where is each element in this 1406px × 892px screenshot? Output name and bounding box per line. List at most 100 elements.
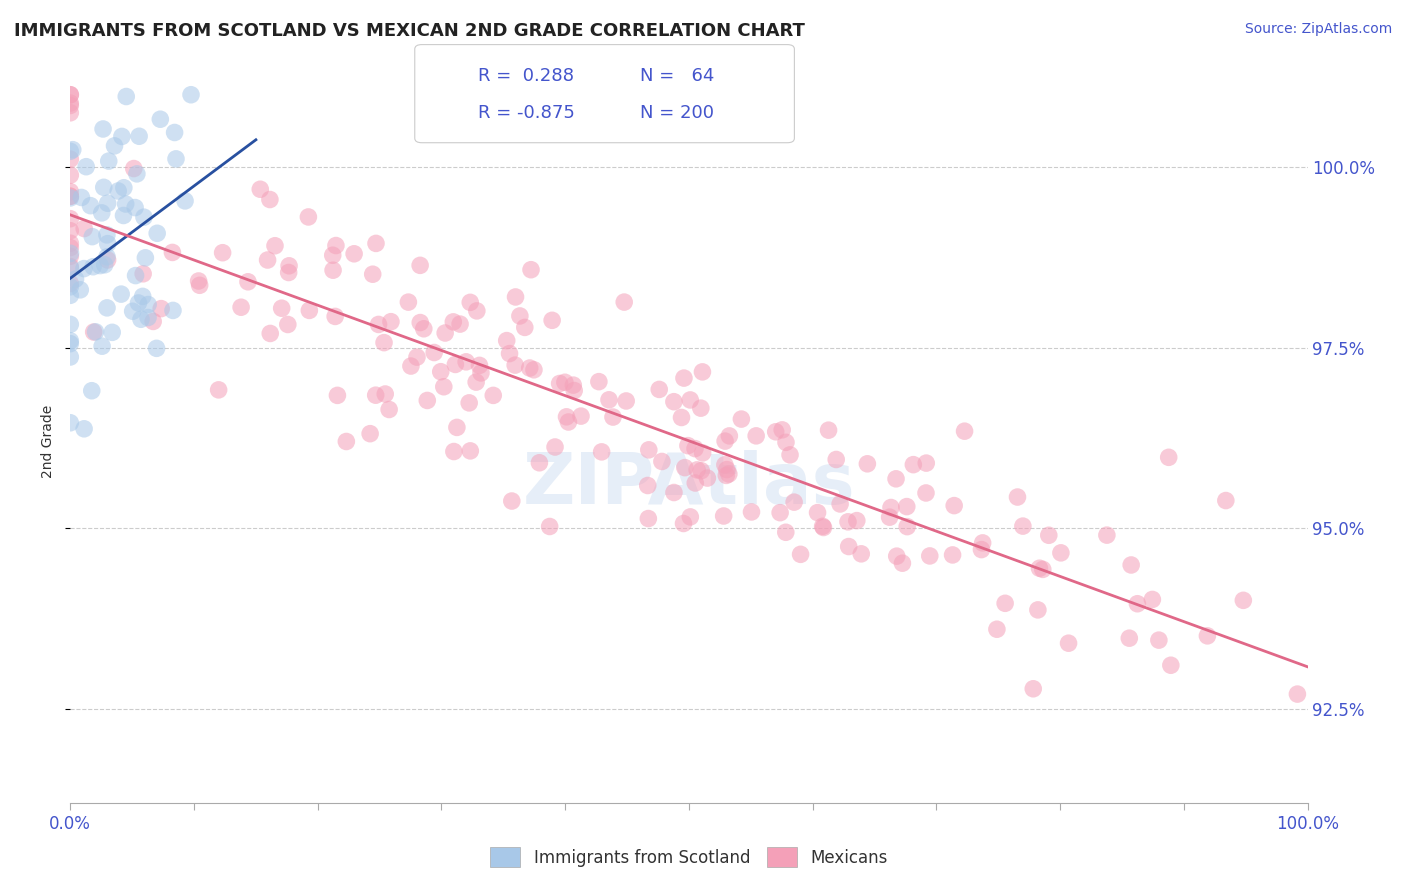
Point <box>953 424 976 438</box>
Point <box>59 241 82 255</box>
Point <box>409 316 432 330</box>
Point <box>745 429 768 443</box>
Point <box>434 326 457 340</box>
Point <box>101 326 124 340</box>
Point <box>994 596 1017 610</box>
Point <box>59 168 82 182</box>
Point <box>278 259 301 273</box>
Point <box>359 426 381 441</box>
Point <box>59 211 82 226</box>
Point <box>679 509 702 524</box>
Point <box>851 547 873 561</box>
Point <box>59 260 82 274</box>
Point <box>59 152 82 166</box>
Point <box>718 429 741 443</box>
Point <box>125 167 148 181</box>
Point <box>111 129 134 144</box>
Point <box>588 375 610 389</box>
Point <box>613 295 636 310</box>
Point <box>689 401 711 416</box>
Point <box>146 227 169 241</box>
Point <box>1126 597 1149 611</box>
Point <box>59 105 82 120</box>
Point <box>672 371 695 385</box>
Point <box>683 442 706 456</box>
Point <box>79 199 101 213</box>
Point <box>519 361 541 376</box>
Point <box>326 388 349 402</box>
Point <box>429 365 451 379</box>
Point <box>943 499 966 513</box>
Point <box>891 556 914 570</box>
Point <box>59 416 82 430</box>
Point <box>129 312 152 326</box>
Point <box>93 258 115 272</box>
Point <box>84 325 107 339</box>
Point <box>145 342 167 356</box>
Point <box>236 275 259 289</box>
Point <box>103 139 125 153</box>
Point <box>378 402 401 417</box>
Text: N =   64: N = 64 <box>640 67 714 85</box>
Point <box>59 189 82 203</box>
Point <box>1142 592 1164 607</box>
Point <box>423 345 446 359</box>
Point <box>364 236 387 251</box>
Point <box>207 383 229 397</box>
Point <box>59 224 82 238</box>
Point <box>1028 561 1050 575</box>
Point <box>96 227 118 242</box>
Point <box>1038 528 1060 542</box>
Point <box>256 252 278 267</box>
Point <box>121 304 143 318</box>
Point <box>458 443 481 458</box>
Point <box>503 358 526 372</box>
Point <box>1118 631 1140 645</box>
Point <box>1197 629 1219 643</box>
Point <box>673 460 696 475</box>
Point <box>830 497 852 511</box>
Text: Source: ZipAtlas.com: Source: ZipAtlas.com <box>1244 22 1392 37</box>
Point <box>837 515 859 529</box>
Point <box>97 252 120 267</box>
Point <box>322 263 344 277</box>
Point <box>93 180 115 194</box>
Point <box>692 446 714 460</box>
Point <box>918 549 941 563</box>
Point <box>896 519 918 533</box>
Point <box>465 375 488 389</box>
Point <box>1157 450 1180 465</box>
Point <box>825 452 848 467</box>
Point <box>717 467 740 481</box>
Point <box>259 326 281 341</box>
Point <box>149 112 172 127</box>
Point <box>180 87 202 102</box>
Point <box>249 182 271 196</box>
Text: IMMIGRANTS FROM SCOTLAND VS MEXICAN 2ND GRADE CORRELATION CHART: IMMIGRANTS FROM SCOTLAND VS MEXICAN 2ND … <box>14 22 804 40</box>
Point <box>373 335 395 350</box>
Point <box>82 229 104 244</box>
Point <box>163 126 186 140</box>
Point <box>683 475 706 490</box>
Point <box>523 363 546 377</box>
Point <box>1215 493 1237 508</box>
Point <box>915 486 938 500</box>
Point <box>59 334 82 348</box>
Point <box>80 384 103 398</box>
Point <box>211 245 233 260</box>
Point <box>75 160 97 174</box>
Point <box>1286 687 1309 701</box>
Point <box>59 185 82 199</box>
Point <box>131 289 153 303</box>
Point <box>97 154 120 169</box>
Point <box>297 210 319 224</box>
Point <box>409 258 432 272</box>
Point <box>509 309 531 323</box>
Point <box>59 87 82 102</box>
Point <box>96 250 118 264</box>
Point <box>879 510 901 524</box>
Point <box>886 549 908 563</box>
Point <box>433 380 456 394</box>
Point <box>127 296 149 310</box>
Point <box>679 392 702 407</box>
